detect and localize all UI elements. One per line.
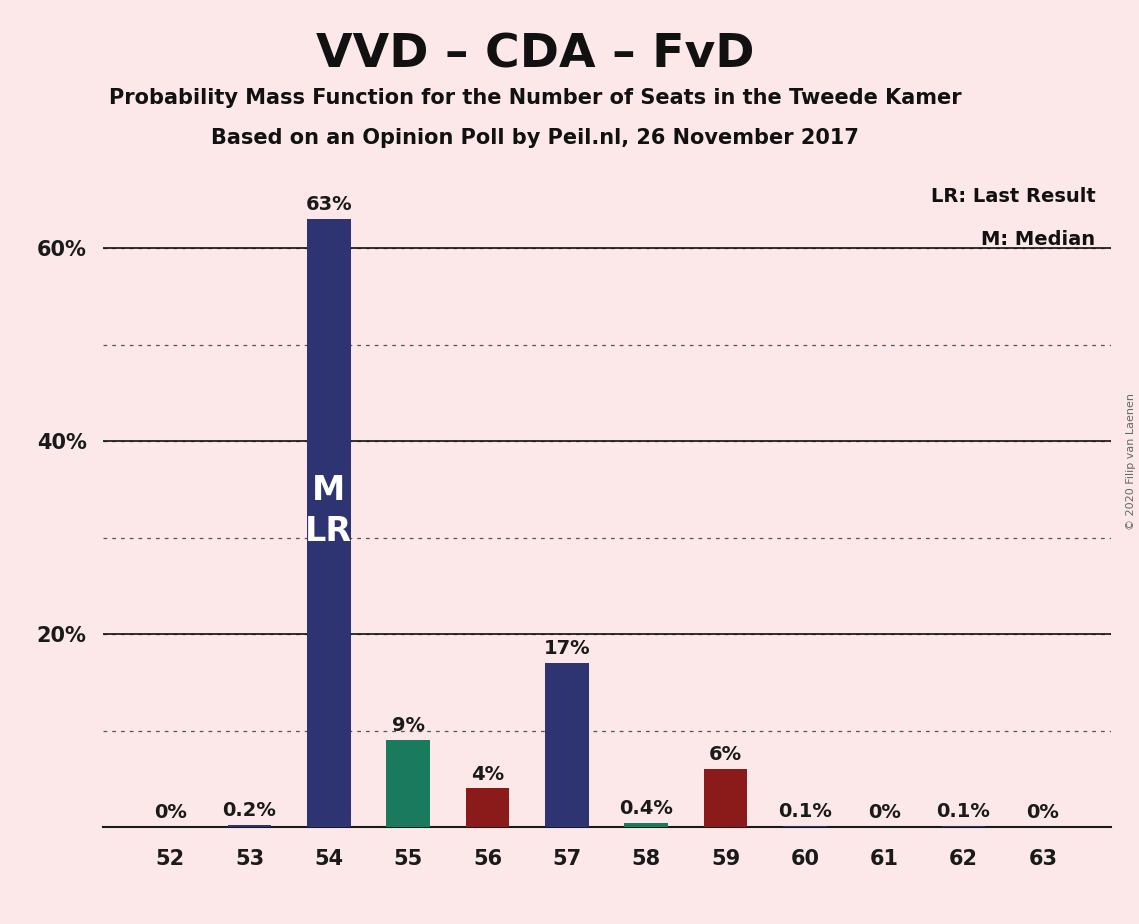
Text: 0%: 0%	[154, 803, 187, 822]
Text: M
LR: M LR	[305, 474, 352, 548]
Text: 9%: 9%	[392, 716, 425, 736]
Text: 0.1%: 0.1%	[778, 802, 831, 821]
Text: LR: Last Result: LR: Last Result	[931, 188, 1096, 206]
Text: Probability Mass Function for the Number of Seats in the Tweede Kamer: Probability Mass Function for the Number…	[109, 88, 961, 108]
Bar	[624, 823, 667, 827]
Bar	[386, 740, 431, 827]
Bar	[308, 219, 351, 827]
Text: Based on an Opinion Poll by Peil.nl, 26 November 2017: Based on an Opinion Poll by Peil.nl, 26 …	[212, 128, 859, 148]
Bar	[228, 825, 271, 827]
Text: 6%: 6%	[708, 746, 743, 764]
Bar	[466, 788, 509, 827]
Text: 0%: 0%	[1026, 803, 1059, 822]
Bar	[782, 826, 827, 827]
Text: 4%: 4%	[470, 764, 505, 784]
Bar	[942, 826, 985, 827]
Bar	[704, 769, 747, 827]
Text: M: Median: M: Median	[982, 230, 1096, 249]
Text: © 2020 Filip van Laenen: © 2020 Filip van Laenen	[1126, 394, 1136, 530]
Text: 0.2%: 0.2%	[222, 801, 277, 821]
Text: VVD – CDA – FvD: VVD – CDA – FvD	[317, 32, 754, 78]
Text: 0.1%: 0.1%	[936, 802, 991, 821]
Text: 0.4%: 0.4%	[620, 799, 673, 819]
Text: 0%: 0%	[868, 803, 901, 822]
Text: 63%: 63%	[305, 195, 352, 214]
Bar	[546, 663, 589, 827]
Text: 17%: 17%	[543, 639, 590, 658]
